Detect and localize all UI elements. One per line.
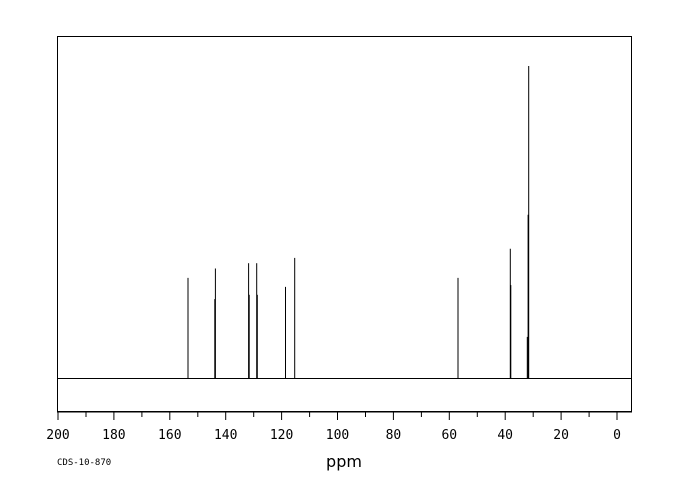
spectrum-peaks [187, 66, 530, 379]
x-tick-label: 60 [441, 428, 457, 443]
x-tick-label: 100 [326, 428, 349, 443]
x-axis-tick-labels: 200 180 160 140 120 100 80 60 40 20 0 [46, 428, 621, 443]
x-axis-title: ppm [326, 452, 362, 471]
x-tick-label: 160 [158, 428, 181, 443]
sample-id-label: CDS-10-870 [57, 458, 111, 468]
x-tick-label: 120 [270, 428, 293, 443]
x-tick-label: 200 [46, 428, 69, 443]
x-tick-label: 140 [214, 428, 237, 443]
x-tick-label: 20 [553, 428, 569, 443]
x-tick-label: 180 [102, 428, 125, 443]
x-tick-label: 40 [497, 428, 513, 443]
x-tick-label: 80 [386, 428, 402, 443]
x-axis-ticks [57, 412, 618, 420]
plot-frame [57, 36, 632, 412]
x-tick-label: 0 [613, 428, 621, 443]
